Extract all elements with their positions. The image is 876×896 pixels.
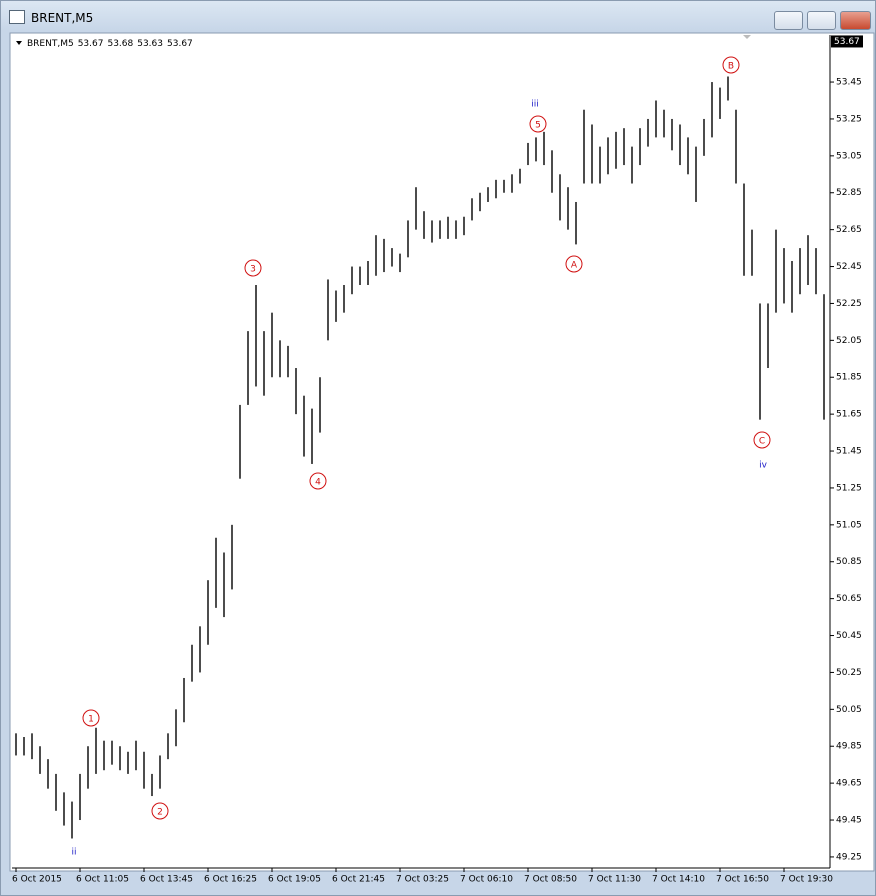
x-tick-label: 7 Oct 11:30 xyxy=(588,875,641,885)
x-tick-label: 6 Oct 2015 xyxy=(12,875,62,885)
x-tick-label: 6 Oct 19:05 xyxy=(268,875,321,885)
x-tick-label: 7 Oct 14:10 xyxy=(652,875,705,885)
wave-circle xyxy=(565,255,583,273)
y-tick-label: 50.65 xyxy=(836,594,862,604)
x-tick-label: 7 Oct 16:50 xyxy=(716,875,769,885)
y-tick-label: 50.85 xyxy=(836,557,862,567)
x-tick-label: 6 Oct 11:05 xyxy=(76,875,129,885)
maximize-button[interactable] xyxy=(807,11,836,30)
wave-circle xyxy=(722,56,740,74)
y-tick-label: 52.25 xyxy=(836,299,862,309)
minimize-button[interactable] xyxy=(774,11,803,30)
wave-number: 1 xyxy=(88,715,94,725)
y-tick-label: 51.65 xyxy=(836,410,862,420)
x-tick-label: 6 Oct 16:25 xyxy=(204,875,257,885)
title-bar: BRENT,M5 xyxy=(1,1,875,33)
wave-number: 3 xyxy=(250,265,256,275)
y-tick-label: 53.05 xyxy=(836,151,862,161)
x-tick-label: 7 Oct 08:50 xyxy=(524,875,577,885)
chart-area xyxy=(9,32,875,872)
x-tick-label: 7 Oct 19:30 xyxy=(780,875,833,885)
wave-number: A xyxy=(571,261,578,271)
x-tick-label: 7 Oct 03:25 xyxy=(396,875,449,885)
chart-header: BRENT,M5 53.67 53.68 53.63 53.67 xyxy=(27,39,193,49)
y-tick-label: 50.05 xyxy=(836,705,862,715)
wave-circle xyxy=(753,431,771,449)
quote-value: 53.63 xyxy=(137,39,163,49)
close-button[interactable] xyxy=(840,11,871,30)
y-tick-label: 50.25 xyxy=(836,668,862,678)
last-price-box xyxy=(831,35,863,48)
wave-circle xyxy=(529,115,547,133)
wave-circle xyxy=(82,709,100,727)
shift-marker xyxy=(743,35,751,39)
x-tick-label: 6 Oct 13:45 xyxy=(140,875,193,885)
y-tick-label: 53.45 xyxy=(836,78,862,88)
y-tick-label: 51.25 xyxy=(836,483,862,493)
wave-circle xyxy=(151,802,169,820)
x-tick-label: 6 Oct 21:45 xyxy=(332,875,385,885)
y-tick-label: 51.45 xyxy=(836,447,862,457)
wave-number: 4 xyxy=(315,478,321,488)
quote-value: 53.68 xyxy=(107,39,133,49)
window-icon xyxy=(9,10,25,24)
wave-number: 2 xyxy=(157,808,163,818)
y-tick-label: 49.45 xyxy=(836,816,862,826)
wave-number: B xyxy=(728,62,734,72)
y-tick-label: 51.85 xyxy=(836,373,862,383)
y-tick-label: 50.45 xyxy=(836,631,862,641)
last-price-label: 53.67 xyxy=(834,37,860,47)
wave-number: C xyxy=(759,437,765,447)
quote-value: 53.67 xyxy=(78,39,104,49)
wave-label: iii xyxy=(531,100,539,110)
symbol: BRENT,M5 xyxy=(27,39,74,49)
y-tick-label: 51.05 xyxy=(836,520,862,530)
dropdown-arrow xyxy=(16,41,22,45)
y-tick-label: 49.85 xyxy=(836,742,862,752)
y-tick-label: 52.45 xyxy=(836,262,862,272)
wave-label: ii xyxy=(71,848,76,858)
wave-circle xyxy=(309,472,327,490)
window-title: BRENT,M5 xyxy=(31,11,94,25)
x-tick-label: 7 Oct 06:10 xyxy=(460,875,513,885)
y-tick-label: 52.65 xyxy=(836,225,862,235)
wave-number: 5 xyxy=(535,121,541,131)
wave-circle xyxy=(244,259,262,277)
wave-label: iv xyxy=(759,461,768,471)
y-tick-label: 52.85 xyxy=(836,188,862,198)
y-tick-label: 53.25 xyxy=(836,114,862,124)
y-tick-label: 49.25 xyxy=(836,852,862,862)
y-tick-label: 49.65 xyxy=(836,779,862,789)
quote-value: 53.67 xyxy=(167,39,193,49)
y-tick-label: 52.05 xyxy=(836,336,862,346)
